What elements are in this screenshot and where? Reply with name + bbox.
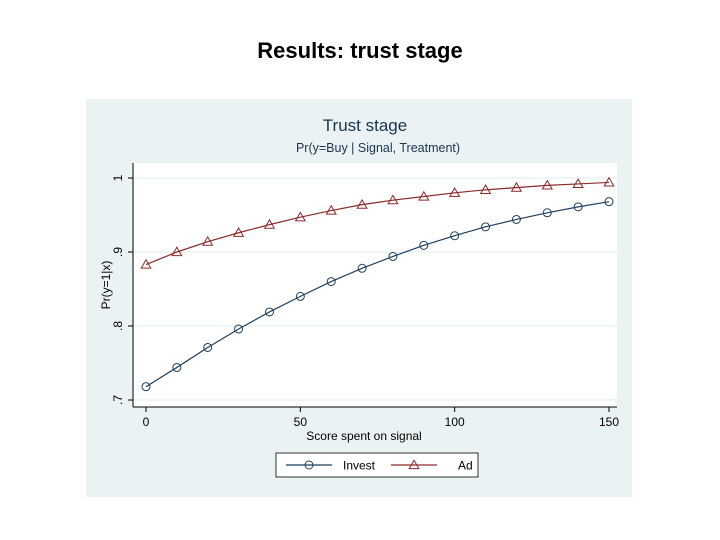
- series-line-invest: [145, 201, 610, 388]
- x-tick-label: 0: [143, 415, 150, 429]
- data-point-invest: [573, 202, 583, 212]
- data-point-invest: [542, 208, 552, 218]
- plot-area: [133, 163, 617, 407]
- x-tick-label: 50: [294, 415, 308, 429]
- data-point-ad: [140, 258, 152, 269]
- legend-marker-invest: [304, 460, 314, 470]
- y-tick-label: .7: [111, 395, 125, 405]
- data-point-ad: [325, 204, 337, 215]
- data-point-ad: [479, 184, 492, 194]
- series-invest: [141, 197, 614, 392]
- legend-label-ad: Ad: [458, 459, 473, 473]
- data-point-ad: [418, 190, 430, 201]
- x-tick-label: 150: [599, 415, 619, 429]
- data-point-invest: [604, 197, 614, 207]
- data-point-ad: [232, 226, 245, 237]
- data-point-ad: [510, 181, 523, 192]
- data-point-invest: [450, 231, 460, 241]
- data-point-ad: [356, 198, 368, 209]
- data-point-ad: [202, 235, 214, 246]
- data-point-invest: [172, 362, 182, 372]
- chart-panel: Trust stage Pr(y=Buy | Signal, Treatment…: [86, 99, 632, 497]
- data-point-invest: [234, 324, 244, 334]
- data-point-ad: [171, 246, 183, 257]
- data-point-invest: [264, 307, 274, 317]
- series: [140, 176, 615, 392]
- data-point-invest: [481, 222, 491, 232]
- y-tick-label: .8: [111, 321, 125, 331]
- chart-subtitle: Pr(y=Buy | Signal, Treatment): [296, 141, 460, 155]
- data-point-invest: [357, 263, 367, 273]
- data-point-invest: [511, 214, 521, 224]
- grid: [133, 177, 617, 401]
- data-point-invest: [326, 277, 336, 287]
- series-line-ad: [145, 181, 610, 266]
- slide-title: Results: trust stage: [257, 38, 463, 63]
- data-point-ad: [572, 178, 584, 189]
- data-point-invest: [141, 382, 151, 392]
- legend-label-invest: Invest: [343, 459, 376, 473]
- y-axis-label: Pr(y=1|x): [99, 261, 113, 310]
- data-point-invest: [295, 291, 305, 301]
- y-tick-label: .9: [111, 247, 125, 257]
- legend: Invest Ad: [286, 459, 473, 473]
- data-point-ad: [449, 186, 461, 197]
- data-point-invest: [419, 240, 429, 250]
- trust-stage-chart: Trust stage Pr(y=Buy | Signal, Treatment…: [99, 116, 619, 478]
- legend-marker-ad: [408, 459, 420, 470]
- x-tick-label: 100: [445, 415, 465, 429]
- data-point-ad: [541, 179, 553, 190]
- data-point-invest: [203, 342, 213, 352]
- y-tick-label: 1: [111, 174, 125, 181]
- data-point-invest: [388, 251, 398, 261]
- x-axis-label: Score spent on signal: [306, 429, 421, 443]
- chart-title: Trust stage: [323, 116, 407, 135]
- ticks: .7 .8 .9 1 0 50 100 150: [111, 174, 619, 429]
- data-point-ad: [294, 211, 306, 222]
- data-point-ad: [387, 194, 399, 205]
- data-point-ad: [603, 176, 615, 187]
- data-point-ad: [263, 218, 276, 229]
- series-ad: [140, 176, 615, 269]
